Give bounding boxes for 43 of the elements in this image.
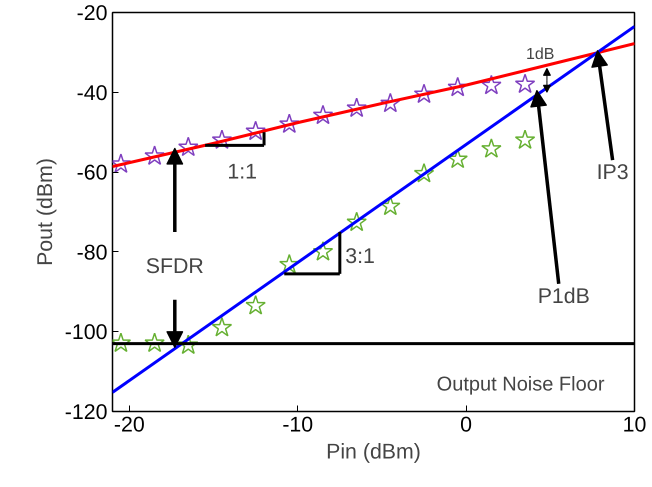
annotation: SFDR (146, 254, 204, 278)
point (279, 113, 300, 134)
point (380, 196, 401, 216)
y-tick-label: -40 (76, 80, 108, 105)
y-tick-label: -120 (64, 400, 108, 424)
point (245, 120, 266, 140)
x-tick-label: -20 (114, 412, 145, 436)
point (414, 84, 434, 104)
point (245, 295, 266, 315)
y-tick-label: -60 (76, 160, 108, 185)
point (481, 138, 502, 158)
point (380, 92, 401, 112)
y-tick-label: -100 (64, 320, 108, 344)
point (414, 162, 434, 183)
point (346, 98, 367, 118)
x-tick-label: -10 (282, 412, 314, 436)
point (212, 129, 232, 150)
y-tick-label: -80 (76, 240, 108, 264)
ref-line-label: Output Noise Floor (436, 374, 605, 396)
point (447, 148, 468, 168)
point (514, 129, 536, 150)
x-tick-label: 0 (460, 412, 472, 436)
point (346, 212, 367, 232)
point (279, 254, 300, 274)
annotation: 1:1 (227, 159, 257, 184)
point (178, 334, 199, 354)
y-tick-label: -20 (76, 1, 108, 25)
point (144, 332, 165, 352)
point (178, 136, 199, 156)
point (447, 76, 468, 96)
point (481, 74, 502, 94)
annotation: P1dB (538, 284, 590, 308)
x-tick-label: 10 (622, 412, 646, 436)
x-axis-title: Pin (dBm) (326, 440, 421, 464)
annotation: 1dB (526, 46, 554, 63)
point (312, 104, 334, 124)
y-axis-title: Pout (dBm) (32, 158, 57, 266)
point (312, 241, 334, 261)
annotation: IP3 (596, 160, 629, 184)
point (144, 145, 165, 165)
point (212, 316, 232, 337)
annotation: 3:1 (345, 244, 375, 268)
point (514, 74, 536, 94)
